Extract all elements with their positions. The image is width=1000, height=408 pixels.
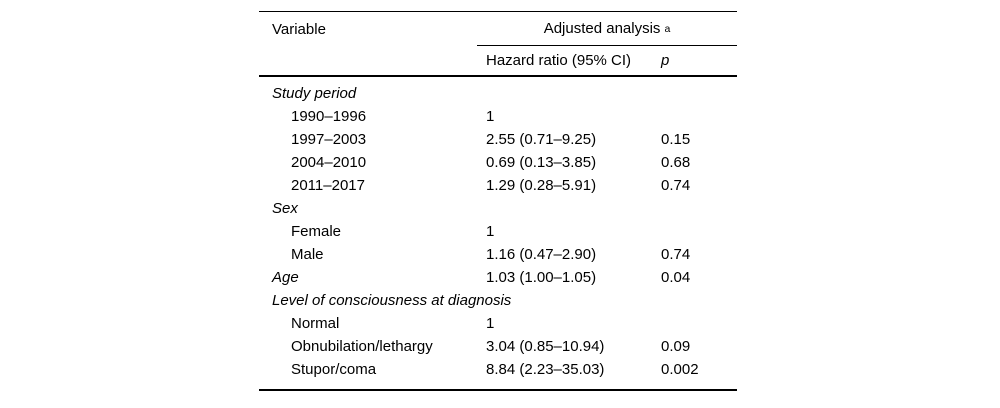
table-row: 2011–2017 1.29 (0.28–5.91) 0.74 [259,174,737,197]
variable-cell: 1997–2003 [291,131,367,148]
p-value-column-header: p [661,52,670,69]
table-row: Age 1.03 (1.00–1.05) 0.04 [259,266,737,289]
variable-cell: Female [291,223,342,240]
variable-cell: Normal [291,315,340,332]
table-row: Female 1 [259,220,737,243]
table-row: 1990–1996 1 [259,105,737,128]
hazard-ratio-cell: 2.55 (0.71–9.25) [486,131,597,148]
hazard-ratio-column-header: Hazard ratio (95% CI) [486,52,632,69]
hazard-ratio-cell: 1.16 (0.47–2.90) [486,246,597,263]
p-value-cell: 0.09 [661,338,691,355]
table-row: Sex [259,197,737,220]
table-row: 2004–2010 0.69 (0.13–3.85) 0.68 [259,151,737,174]
table-row: Stupor/coma 8.84 (2.23–35.03) 0.002 [259,358,737,381]
variable-column-header: Variable [272,20,326,38]
table-row: Obnubilation/lethargy 3.04 (0.85–10.94) … [259,335,737,358]
variable-cell: Level of consciousness at diagnosis [272,292,512,309]
hazard-ratio-cell: 1.29 (0.28–5.91) [486,177,597,194]
variable-cell: Stupor/coma [291,361,377,378]
variable-cell: Study period [272,85,357,102]
hazard-ratio-cell: 1 [486,223,495,240]
variable-cell: 1990–1996 [291,108,367,125]
table-row: Male 1.16 (0.47–2.90) 0.74 [259,243,737,266]
table-row: Normal 1 [259,312,737,335]
p-value-cell: 0.04 [661,269,691,286]
variable-cell: Male [291,246,324,263]
variable-cell: 2011–2017 [291,177,365,194]
p-value-cell: 0.15 [661,131,691,148]
p-value-cell: 0.74 [661,177,691,194]
variable-cell: Obnubilation/lethargy [291,338,433,355]
p-value-cell: 0.68 [661,154,691,171]
adjusted-analysis-table: Variable Adjusted analysis a Hazard ratio… [259,11,737,391]
hazard-ratio-cell: 1 [486,108,495,125]
hazard-ratio-cell: 3.04 (0.85–10.94) [486,338,605,355]
variable-cell: Age [272,269,299,286]
table-row: 1997–2003 2.55 (0.71–9.25) 0.15 [259,128,737,151]
table-row: Level of consciousness at diagnosis [259,289,737,312]
hazard-ratio-cell: 0.69 (0.13–3.85) [486,154,597,171]
variable-cell: 2004–2010 [291,154,367,171]
variable-cell: Sex [272,200,298,217]
hazard-ratio-cell: 8.84 (2.23–35.03) [486,361,605,378]
adjusted-analysis-group-header: Adjusted analysis a [477,12,737,46]
hazard-ratio-cell: 1 [486,315,495,332]
p-value-cell: 0.74 [661,246,691,263]
p-value-cell: 0.002 [661,361,699,378]
table-subheader-row: Hazard ratio (95% CI) p [259,46,737,77]
adjusted-analysis-group-label: Adjusted analysis [543,20,661,37]
table-header-group-row: Variable Adjusted analysis a [259,12,737,46]
table-body: Study period 1990–1996 1 1997–2003 2.55 … [259,77,737,389]
table-row: Study period [259,82,737,105]
hazard-ratio-cell: 1.03 (1.00–1.05) [486,269,597,286]
